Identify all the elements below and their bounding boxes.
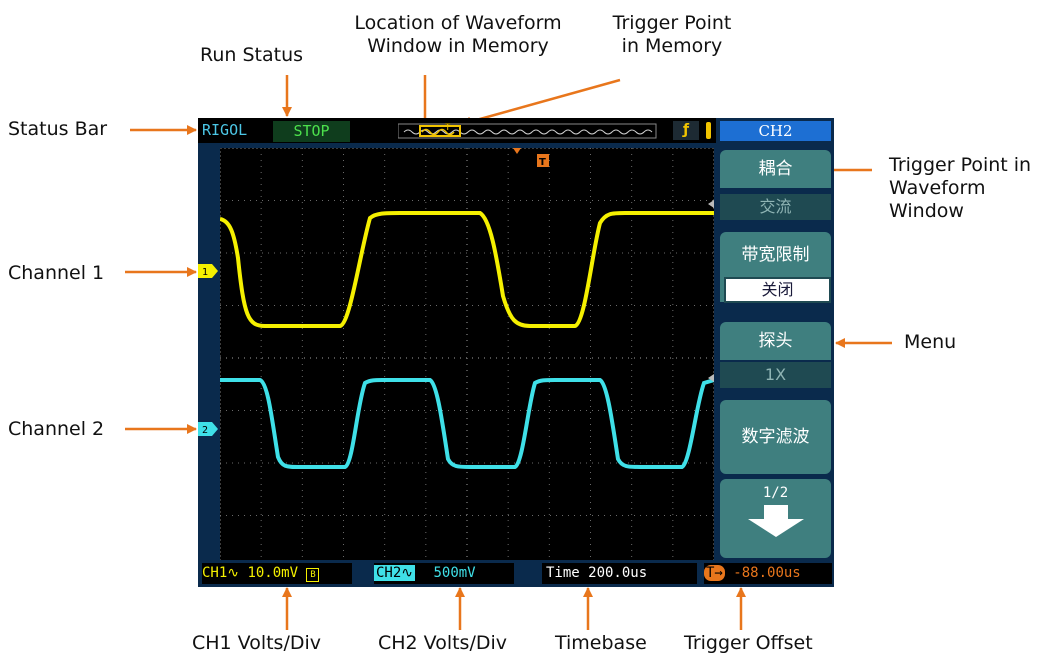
- trigger-level-icon: [706, 122, 711, 139]
- down-arrow-icon: [747, 505, 804, 537]
- label-trigger-memory-line1: Trigger Point: [612, 12, 732, 34]
- label-trigger-window-line1: Trigger Point in: [889, 154, 1032, 176]
- memory-waveform: [403, 129, 653, 135]
- ch2-level-arrow-icon: [708, 374, 714, 382]
- bw-limit-value: 关闭: [724, 277, 831, 303]
- ch2-marker-icon[interactable]: 2: [198, 422, 220, 436]
- arrow-trigger-mem: [461, 78, 621, 127]
- timebase[interactable]: Time 200.0us: [542, 563, 697, 584]
- trigger-level-arrow-icon: [708, 200, 714, 208]
- label-location-line2: Window in Memory: [367, 35, 549, 57]
- digital-filter-button[interactable]: 数字滤波: [720, 400, 831, 474]
- probe-button[interactable]: 探头: [720, 322, 831, 360]
- memory-trigger-marker: T: [445, 123, 451, 133]
- label-run-status: Run Status: [200, 44, 304, 66]
- label-location: Location of Waveform Window in Memory: [338, 12, 578, 58]
- label-trigger-window: Trigger Point in Waveform Window: [889, 154, 1031, 223]
- rising-edge-icon: ƒ: [673, 121, 699, 140]
- ch2-waveform: [220, 378, 715, 469]
- status-bar: RIGOL STOP T ƒ: [198, 118, 716, 143]
- waveform-grid: T: [219, 148, 715, 568]
- trigger-offset-value: -88.00us: [733, 565, 801, 581]
- label-status-bar: Status Bar: [8, 118, 108, 140]
- ch1-marker-label: 1: [202, 267, 208, 278]
- label-location-line1: Location of Waveform: [354, 12, 562, 34]
- ch2-tag: CH2∿: [374, 565, 416, 581]
- label-menu: Menu: [904, 331, 957, 353]
- label-trigger-memory: Trigger Point in Memory: [602, 12, 742, 58]
- memory-overview: T: [398, 123, 657, 139]
- label-channel1: Channel 1: [8, 262, 105, 284]
- ch1-scale: CH1∿ 10.0mV: [202, 565, 299, 581]
- menu-title: CH2: [720, 121, 831, 141]
- trigger-pos-marker-icon: [513, 148, 521, 154]
- trigger-window-marker-icon: [537, 154, 549, 167]
- probe-value: 1X: [720, 362, 831, 388]
- trigger-offset-icon: T→: [704, 565, 725, 581]
- ch2-marker-label: 2: [202, 425, 208, 436]
- waveform-window[interactable]: T: [219, 148, 715, 568]
- coupling-button[interactable]: 耦合: [720, 150, 831, 188]
- ch1-waveform: [219, 211, 714, 328]
- ch2-volts-div[interactable]: CH2∿ 500mV: [374, 563, 514, 584]
- label-trigger-window-line3: Window: [889, 200, 964, 222]
- label-trigger-offset: Trigger Offset: [684, 632, 813, 654]
- trigger-window-marker: T: [539, 157, 546, 168]
- trigger-offset[interactable]: T→ -88.00us: [704, 563, 832, 584]
- window-in-memory: [419, 125, 461, 137]
- next-page-button[interactable]: 1/2: [720, 479, 831, 558]
- oscilloscope-screen: RIGOL STOP T ƒ T 1 2 CH: [198, 118, 834, 587]
- label-ch2-volts: CH2 Volts/Div: [378, 632, 508, 654]
- ch1-marker-icon[interactable]: 1: [198, 264, 220, 278]
- label-channel2: Channel 2: [8, 418, 105, 440]
- coupling-value: 交流: [720, 194, 831, 220]
- label-timebase: Timebase: [555, 632, 647, 654]
- bw-limit-label: 带宽限制: [741, 245, 810, 265]
- page-indicator: 1/2: [762, 485, 789, 501]
- run-status[interactable]: STOP: [273, 121, 350, 142]
- bw-limit-icon: B: [306, 568, 320, 582]
- label-trigger-memory-line2: in Memory: [621, 35, 723, 57]
- brand-label: RIGOL: [202, 121, 248, 139]
- label-trigger-window-line2: Waveform: [889, 177, 986, 199]
- ch1-volts-div[interactable]: CH1∿ 10.0mV B: [202, 563, 352, 584]
- channel-menu: CH2 耦合 交流 带宽限制 关闭 探头 1X 数字滤波 1/2: [716, 118, 834, 587]
- bottom-info-bar: CH1∿ 10.0mV B CH2∿ 500mV Time 200.0us T→…: [198, 560, 834, 587]
- label-ch1-volts: CH1 Volts/Div: [192, 632, 322, 654]
- ch2-scale: 500mV: [433, 565, 476, 581]
